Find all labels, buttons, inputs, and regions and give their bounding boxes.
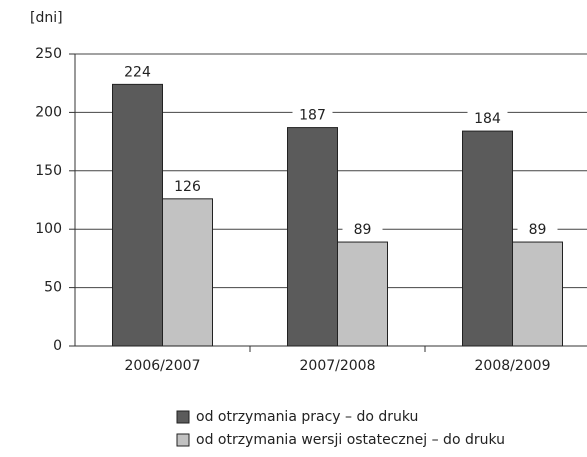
label-bg: [167, 176, 208, 195]
y-tick-label: 50: [44, 280, 62, 296]
y-tick-label: 0: [53, 338, 62, 354]
legend-swatch: [176, 410, 190, 424]
x-tick-label: 2007/2008: [300, 358, 376, 374]
legend-label: od otrzymania pracy – do druku: [196, 409, 418, 425]
y-tick-label: 250: [35, 46, 62, 62]
data-label: 224: [124, 64, 151, 80]
data-label: 89: [529, 222, 547, 238]
data-label: 126: [174, 179, 201, 195]
y-tick-label: 150: [35, 163, 62, 179]
label-bg: [467, 109, 508, 128]
label-bg: [517, 220, 558, 239]
y-axis-label: [dni]: [30, 10, 63, 26]
data-label: 184: [474, 111, 501, 127]
data-label: 187: [299, 108, 326, 124]
data-label: 89: [354, 222, 372, 238]
label-bg: [292, 105, 333, 124]
label-bg: [342, 220, 383, 239]
labels: 224 126 187 89 184 89: [117, 62, 558, 239]
legend-label: od otrzymania wersji ostatecznej – do dr…: [196, 432, 505, 448]
bars: [112, 83, 563, 347]
label-bg: [117, 62, 158, 81]
y-tick-label: 100: [35, 221, 62, 237]
bar: [287, 127, 338, 347]
legend-swatch: [176, 433, 190, 447]
bar: [112, 83, 163, 347]
x-tick-label: 2008/2009: [475, 358, 551, 374]
bar: [462, 130, 513, 347]
bar: [162, 198, 213, 347]
x-tick-label: 2006/2007: [125, 358, 201, 374]
bar: [337, 241, 388, 347]
y-tick-label: 200: [35, 104, 62, 120]
bar: [512, 241, 563, 347]
